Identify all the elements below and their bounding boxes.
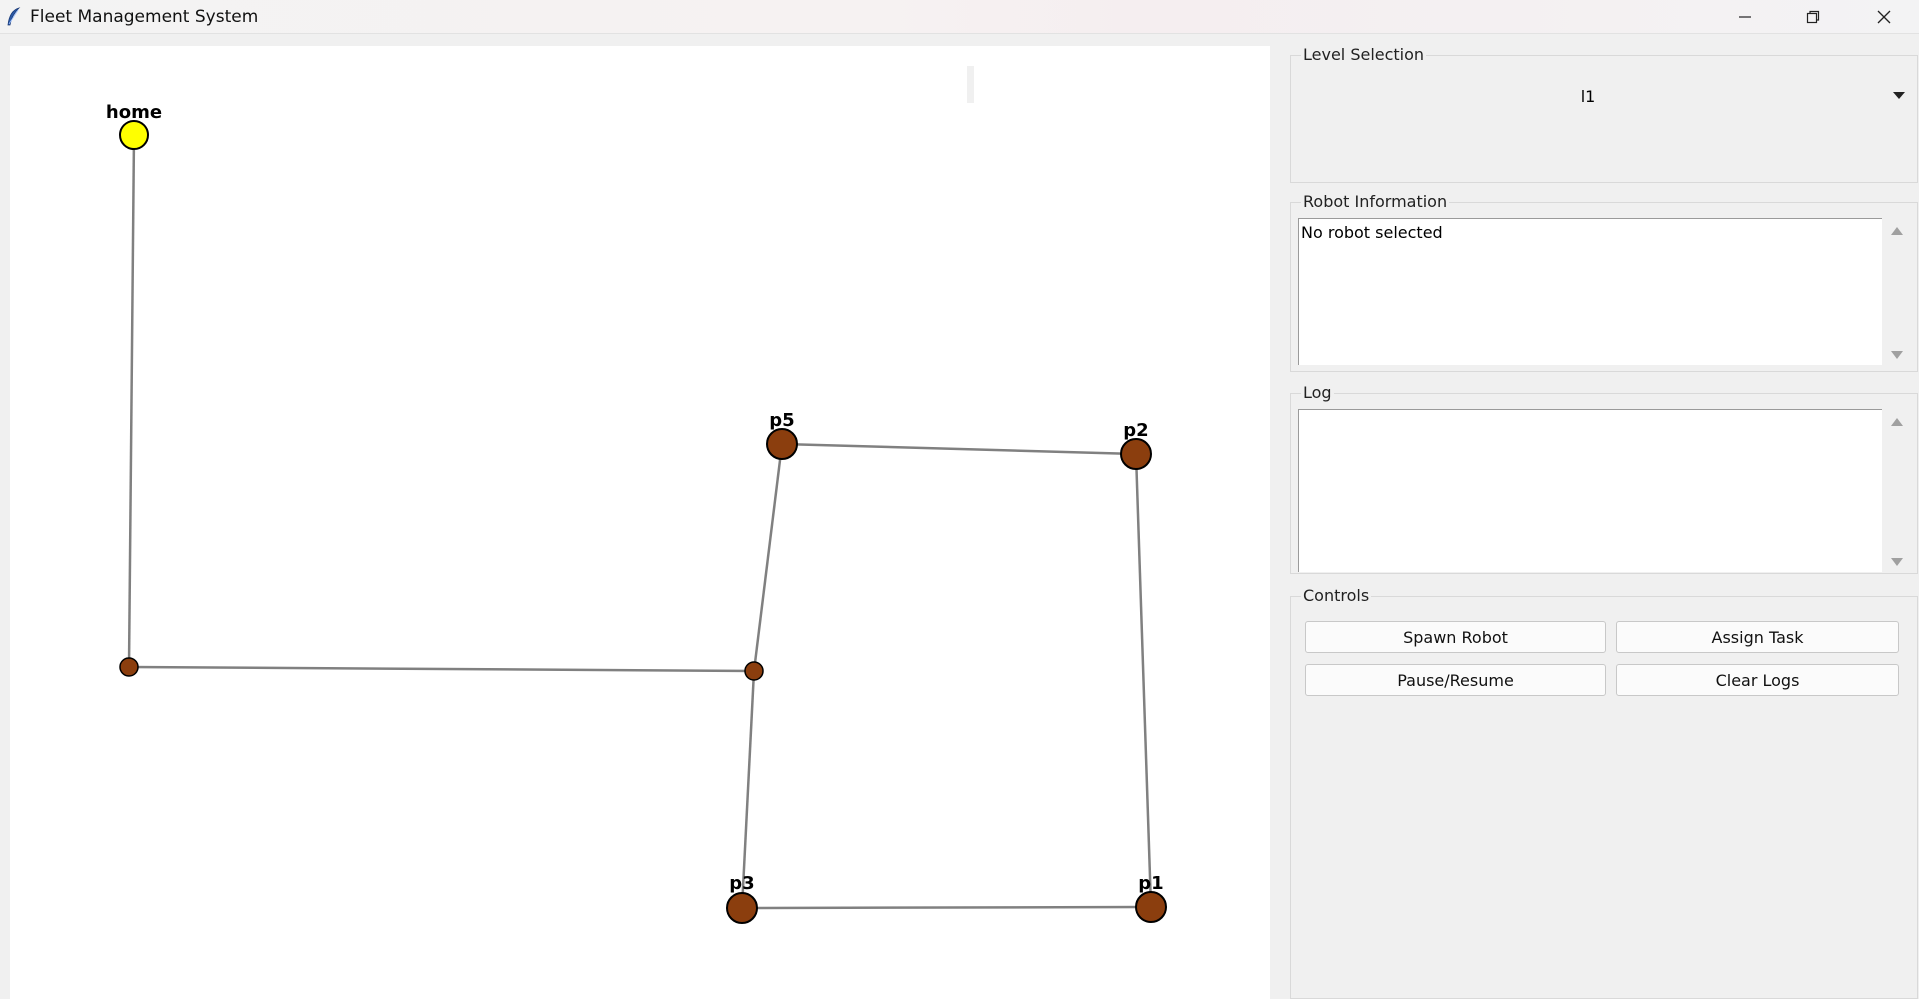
map-junction-node[interactable]	[119, 657, 139, 677]
map-node-label: home	[106, 102, 162, 123]
controls-label: Controls	[1301, 586, 1372, 605]
minimize-button[interactable]	[1712, 0, 1778, 34]
feather-icon	[6, 7, 22, 27]
map-edge	[127, 134, 136, 668]
pause-resume-button[interactable]: Pause/Resume	[1305, 664, 1606, 696]
close-icon	[1877, 10, 1891, 24]
robot-info-group: Robot Information No robot selected	[1290, 192, 1918, 372]
map-junction-node[interactable]	[744, 661, 764, 681]
robot-info-scrollbar[interactable]	[1886, 227, 1904, 359]
map-node-p2[interactable]	[1120, 438, 1152, 470]
map-edge	[781, 442, 1137, 456]
level-selection-group: Level Selection l1	[1290, 45, 1918, 183]
side-panel: Level Selection l1 Robot Information No …	[1280, 0, 1919, 999]
map-node-label: p3	[729, 873, 754, 894]
close-button[interactable]	[1851, 0, 1917, 34]
map-edge	[741, 905, 1152, 910]
restore-icon	[1806, 10, 1820, 24]
map-edges	[127, 134, 1153, 910]
map-labels: home p5 p2 p3 p1	[106, 102, 1164, 894]
title-bar: Fleet Management System	[0, 0, 1919, 34]
log-group: Log	[1290, 383, 1918, 574]
minimize-icon	[1739, 16, 1751, 18]
robot-info-text[interactable]: No robot selected	[1298, 218, 1882, 365]
map-node-label: p5	[769, 410, 794, 431]
map-node-p1[interactable]	[1135, 891, 1167, 923]
level-selection-label: Level Selection	[1301, 45, 1427, 64]
map-node-p5[interactable]	[766, 428, 798, 460]
map-node-home[interactable]	[119, 120, 149, 150]
log-text[interactable]	[1298, 409, 1882, 572]
spawn-robot-button[interactable]: Spawn Robot	[1305, 621, 1606, 653]
map-edge	[752, 443, 784, 672]
window-title: Fleet Management System	[30, 7, 259, 27]
map-edge	[1134, 453, 1153, 908]
canvas-scroll-marker	[967, 66, 974, 103]
controls-group: Controls Spawn Robot Assign Task Pause/R…	[1290, 586, 1918, 999]
map-edge	[128, 665, 755, 673]
map-canvas[interactable]: home p5 p2 p3 p1	[10, 46, 1270, 999]
map-edge	[740, 670, 756, 909]
map-nodes	[119, 120, 1167, 924]
scroll-up-icon[interactable]	[1891, 418, 1903, 426]
level-select[interactable]: l1	[1291, 56, 1917, 126]
level-select-value: l1	[1580, 87, 1596, 106]
map-graph[interactable]: home p5 p2 p3 p1	[10, 46, 1270, 999]
scroll-down-icon[interactable]	[1891, 558, 1903, 566]
restore-button[interactable]	[1780, 0, 1846, 34]
robot-info-label: Robot Information	[1301, 192, 1450, 211]
chevron-down-icon	[1893, 92, 1905, 99]
scroll-up-icon[interactable]	[1891, 227, 1903, 235]
log-label: Log	[1301, 383, 1334, 402]
scroll-down-icon[interactable]	[1891, 351, 1903, 359]
log-scrollbar[interactable]	[1886, 418, 1904, 566]
map-node-p3[interactable]	[726, 892, 758, 924]
assign-task-button[interactable]: Assign Task	[1616, 621, 1899, 653]
clear-logs-button[interactable]: Clear Logs	[1616, 664, 1899, 696]
map-node-label: p1	[1138, 873, 1163, 894]
map-node-label: p2	[1123, 420, 1148, 441]
